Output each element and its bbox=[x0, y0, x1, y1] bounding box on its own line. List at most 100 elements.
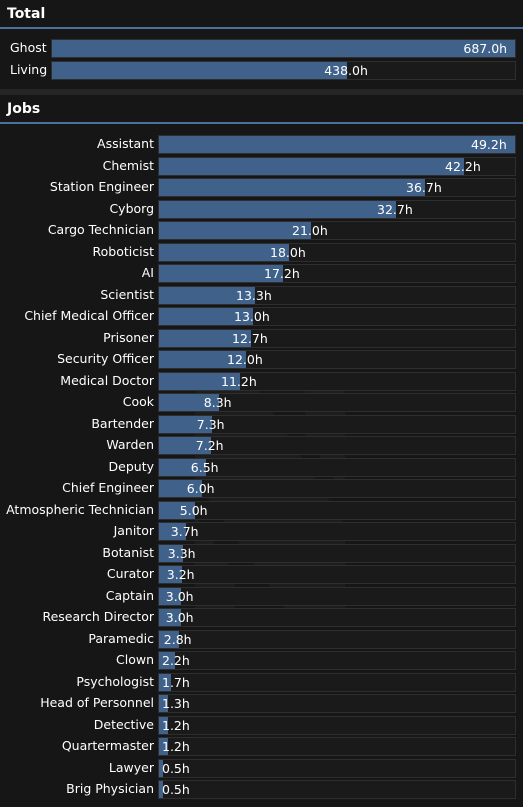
job-progress-bar: 13.3h bbox=[158, 285, 516, 305]
job-bar-fill bbox=[159, 372, 240, 390]
job-label: Roboticist bbox=[92, 243, 155, 259]
total-value: 687.0h bbox=[463, 41, 508, 56]
job-label: Scientist bbox=[100, 286, 154, 302]
job-bar-fill bbox=[159, 200, 396, 218]
job-progress-bar: 18.0h bbox=[158, 242, 516, 262]
job-row-detective: Detective 1.2h bbox=[0, 715, 523, 735]
job-value: 1.7h bbox=[162, 674, 190, 690]
total-bar-fill bbox=[52, 62, 347, 79]
job-bar-fill bbox=[159, 652, 175, 669]
job-row-chief-engineer: Chief Engineer 6.0h bbox=[0, 478, 523, 498]
total-row-ghost: Ghost 687.0h bbox=[0, 38, 523, 58]
job-row-head-of-personnel: Head of Personnel 1.3h bbox=[0, 693, 523, 713]
job-row-janitor: Janitor 3.7h bbox=[0, 521, 523, 541]
job-label: Deputy bbox=[108, 458, 154, 474]
job-row-cook: Cook 8.3h bbox=[0, 392, 523, 412]
jobs-title: Jobs bbox=[0, 95, 523, 124]
job-progress-bar: 3.2h bbox=[158, 565, 516, 584]
job-value: 36.7h bbox=[406, 180, 442, 195]
job-bar-fill bbox=[159, 415, 212, 433]
job-bar-fill bbox=[159, 222, 311, 239]
job-value: 13.0h bbox=[234, 309, 270, 324]
job-row-chemist: Chemist 42.2h bbox=[0, 156, 523, 176]
job-bar-fill bbox=[159, 179, 425, 196]
job-row-clown: Clown 2.2h bbox=[0, 650, 523, 670]
job-progress-bar: 1.2h bbox=[158, 715, 516, 735]
job-row-cyborg: Cyborg 32.7h bbox=[0, 199, 523, 219]
job-label: Research Director bbox=[42, 609, 154, 624]
job-bar-fill bbox=[159, 265, 283, 282]
job-value: 12.0h bbox=[227, 352, 263, 367]
job-bar-fill bbox=[159, 566, 182, 583]
total-section: Total Ghost 687.0h Living 438.0h bbox=[0, 0, 523, 89]
job-progress-bar: 12.7h bbox=[158, 328, 516, 348]
job-value: 13.3h bbox=[236, 287, 272, 303]
job-label: Chemist bbox=[102, 157, 154, 173]
job-row-security-officer: Security Officer 12.0h bbox=[0, 349, 523, 369]
job-bar-fill bbox=[159, 738, 168, 755]
job-bar-fill bbox=[159, 286, 255, 304]
job-bar-fill bbox=[159, 716, 168, 734]
job-value: 1.3h bbox=[162, 696, 190, 711]
job-label: Atmospheric Technician bbox=[6, 501, 154, 517]
job-value: 42.2h bbox=[445, 158, 481, 174]
job-label: Assistant bbox=[97, 136, 154, 151]
job-value: 2.2h bbox=[162, 653, 190, 668]
job-row-medical-doctor: Medical Doctor 11.2h bbox=[0, 371, 523, 391]
job-label: Curator bbox=[106, 566, 154, 581]
job-progress-bar: 3.7h bbox=[158, 522, 516, 541]
job-progress-bar: 6.0h bbox=[158, 479, 516, 498]
job-label: Botanist bbox=[102, 544, 154, 560]
job-progress-bar: 0.5h bbox=[158, 758, 516, 778]
job-label: Warden bbox=[106, 437, 154, 452]
job-label: Cargo Technician bbox=[47, 222, 154, 237]
job-value: 17.2h bbox=[264, 266, 300, 281]
job-bar-fill bbox=[159, 480, 202, 497]
job-label: Cook bbox=[122, 394, 154, 409]
job-value: 8.3h bbox=[203, 395, 232, 410]
job-value: 6.5h bbox=[190, 459, 219, 475]
job-value: 12.7h bbox=[232, 330, 268, 346]
job-bar-fill bbox=[159, 673, 171, 691]
job-label: Janitor bbox=[113, 523, 154, 538]
job-progress-bar: 17.2h bbox=[158, 264, 516, 283]
job-progress-bar: 1.3h bbox=[158, 694, 516, 713]
job-row-prisoner: Prisoner 12.7h bbox=[0, 328, 523, 348]
job-row-warden: Warden 7.2h bbox=[0, 435, 523, 455]
job-label: Detective bbox=[93, 716, 154, 732]
job-bar-fill bbox=[159, 501, 195, 519]
job-progress-bar: 5.0h bbox=[158, 500, 516, 520]
job-row-station-engineer: Station Engineer 36.7h bbox=[0, 177, 523, 197]
job-bar-fill bbox=[159, 437, 211, 454]
job-bar-fill bbox=[159, 308, 253, 325]
job-progress-bar: 8.3h bbox=[158, 393, 516, 412]
job-value: 6.0h bbox=[186, 481, 215, 496]
job-row-quartermaster: Quartermaster 1.2h bbox=[0, 736, 523, 756]
job-progress-bar: 3.3h bbox=[158, 543, 516, 563]
job-label: Brig Physician bbox=[66, 781, 154, 796]
job-progress-bar: 42.2h bbox=[158, 156, 516, 176]
job-value: 1.2h bbox=[162, 739, 190, 754]
job-bar-fill bbox=[159, 136, 515, 153]
job-value: 3.0h bbox=[165, 588, 194, 604]
job-progress-bar: 21.0h bbox=[158, 221, 516, 240]
job-progress-bar: 7.3h bbox=[158, 414, 516, 434]
job-row-captain: Captain 3.0h bbox=[0, 586, 523, 606]
job-progress-bar: 2.2h bbox=[158, 651, 516, 670]
job-value: 1.2h bbox=[162, 717, 190, 733]
job-value: 7.2h bbox=[195, 438, 224, 453]
job-row-chief-medical-officer: Chief Medical Officer 13.0h bbox=[0, 306, 523, 326]
job-value: 3.7h bbox=[170, 524, 199, 539]
job-label: Paramedic bbox=[88, 630, 154, 646]
job-label: Lawyer bbox=[108, 759, 154, 775]
job-bar-fill bbox=[159, 609, 181, 626]
job-row-bartender: Bartender 7.3h bbox=[0, 414, 523, 434]
job-value: 0.5h bbox=[162, 760, 190, 776]
job-bar-fill bbox=[159, 394, 219, 411]
job-row-roboticist: Roboticist 18.0h bbox=[0, 242, 523, 262]
job-label: Cyborg bbox=[109, 200, 154, 216]
job-row-cargo-technician: Cargo Technician 21.0h bbox=[0, 220, 523, 240]
job-row-deputy: Deputy 6.5h bbox=[0, 457, 523, 477]
job-progress-bar: 36.7h bbox=[158, 178, 516, 197]
total-label: Living bbox=[10, 62, 48, 77]
